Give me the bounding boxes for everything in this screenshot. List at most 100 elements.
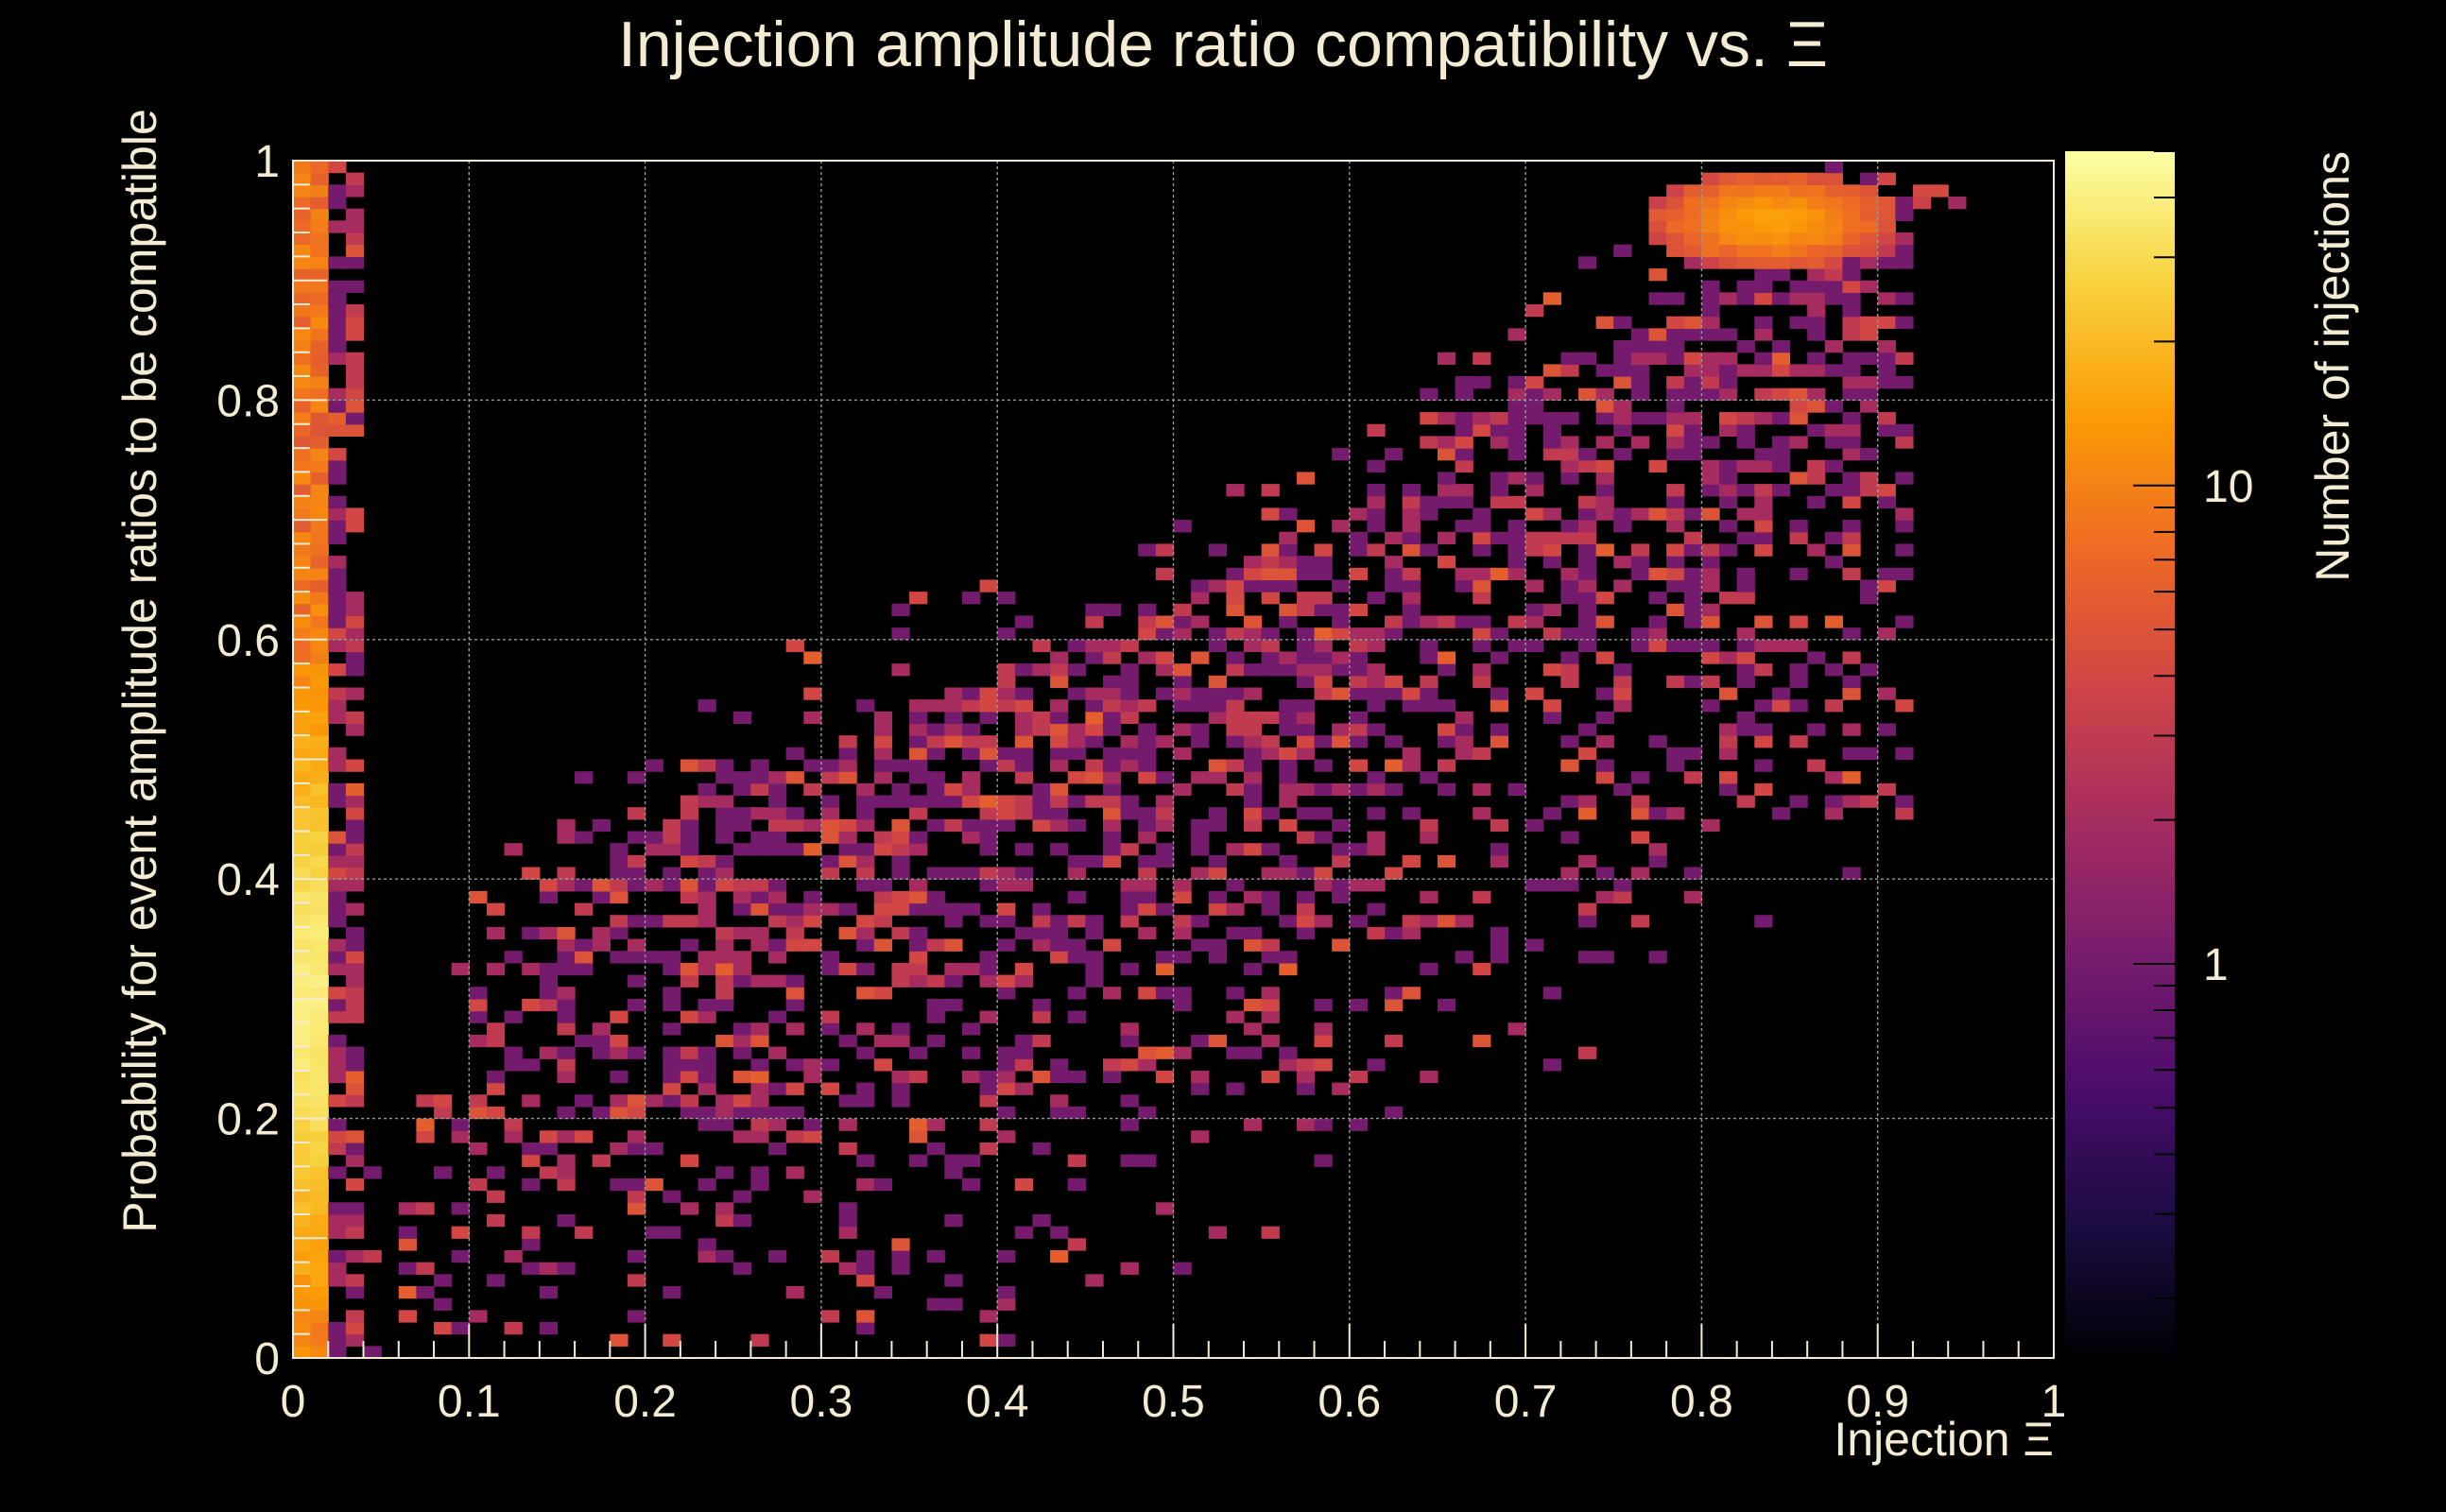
heatmap-cell [1473,567,1491,581]
heatmap-cell [1244,639,1263,653]
heatmap-cell [345,651,365,664]
heatmap-cell [1138,759,1157,772]
heatmap-cell [1032,998,1051,1012]
heatmap-cell [1120,1094,1139,1108]
heatmap-cell [345,854,365,868]
heatmap-cell [1719,352,1738,365]
heatmap-cell [1842,197,1861,210]
heatmap-cell [1349,1070,1369,1084]
heatmap-cell [1754,352,1773,365]
heatmap-cell [944,915,963,928]
heatmap-cell [1613,879,1632,892]
heatmap-cell [1490,735,1509,748]
heatmap-cell [1120,1118,1139,1131]
heatmap-cell [328,1094,347,1108]
heatmap-cell [610,854,629,868]
heatmap-cell [1120,687,1139,700]
heatmap-cell [1138,987,1157,1000]
heatmap-cell [1367,459,1386,473]
heatmap-cell [909,807,928,820]
heatmap-cell [310,256,329,269]
heatmap-cell [1067,951,1086,964]
heatmap-cell [1824,244,1844,257]
heatmap-cell [310,484,329,497]
heatmap-cell [1824,484,1844,497]
heatmap-cell [293,603,312,617]
heatmap-cell [1754,735,1773,748]
heatmap-cell [293,1070,312,1084]
heatmap-cell [873,735,893,748]
heatmap-cell [1613,890,1632,904]
heatmap-cell [1807,208,1826,221]
heatmap-cell [363,1346,382,1358]
heatmap-cell [1455,387,1473,401]
heatmap-cell [1860,316,1879,329]
heatmap-cell [1719,459,1738,473]
heatmap-cell [557,1022,576,1036]
heatmap-cell [1244,1022,1263,1036]
heatmap-cell [856,699,875,713]
heatmap-cell [1719,184,1738,198]
heatmap-cell [1630,387,1650,401]
heatmap-cell [328,627,347,641]
heatmap-cell [1807,543,1826,557]
heatmap-cell [680,1010,699,1023]
heatmap-cell [820,1249,840,1263]
heatmap-cell [1420,818,1438,833]
heatmap-cell [1577,627,1597,641]
heatmap-cell [1014,747,1034,761]
heatmap-cell [434,1321,453,1335]
heatmap-cell [1613,412,1632,425]
heatmap-cell [715,867,734,880]
heatmap-cell [1683,567,1702,581]
heatmap-cell [997,879,1016,892]
heatmap-cell [1666,376,1685,389]
heatmap-cell [1895,244,1914,257]
heatmap-cell [1877,232,1896,246]
heatmap-cell [345,627,365,641]
heatmap-cell [1525,687,1544,700]
heatmap-cell [328,962,347,976]
heatmap-cell [1014,663,1034,677]
heatmap-cell [1208,771,1227,784]
heatmap-cell [891,1070,910,1084]
heatmap-cell [293,915,312,928]
heatmap-cell [1542,603,1561,617]
heatmap-cell [1314,759,1333,772]
heatmap-cell [1648,951,1667,964]
heatmap-cell [1402,807,1421,820]
heatmap-cell [293,292,312,305]
heatmap-cell [557,1177,576,1192]
heatmap-cell [838,1262,857,1275]
heatmap-cell [328,579,347,593]
heatmap-cell [345,184,365,198]
heatmap-cell [1630,795,1650,808]
heatmap-cell [732,1022,751,1036]
heatmap-cell [979,1142,998,1156]
heatmap-cell [732,1190,751,1203]
heatmap-cell [1560,436,1579,449]
heatmap-cell [891,795,910,808]
heatmap-cell [1102,818,1122,833]
heatmap-cell [909,1070,928,1084]
heatmap-cell [961,795,981,808]
heatmap-cell [1226,711,1245,725]
heatmap-cell [1807,268,1826,282]
heatmap-cell [1296,723,1316,736]
heatmap-cell [539,1285,559,1299]
heatmap-cell [1560,592,1579,605]
heatmap-cell [1789,735,1808,748]
heatmap-cell [504,1046,523,1059]
heatmap-cell [1542,699,1561,713]
heatmap-cell [1261,1010,1280,1023]
heatmap-cell [345,1070,365,1084]
heatmap-cell [891,831,910,844]
heatmap-cell [293,507,312,521]
heatmap-cell [328,1118,347,1131]
heatmap-cell [627,1202,646,1215]
heatmap-cell [345,400,365,413]
heatmap-cell [1155,687,1175,700]
heatmap-cell [1332,687,1351,700]
heatmap-cell [1349,567,1369,581]
heatmap-cell [1261,579,1280,593]
